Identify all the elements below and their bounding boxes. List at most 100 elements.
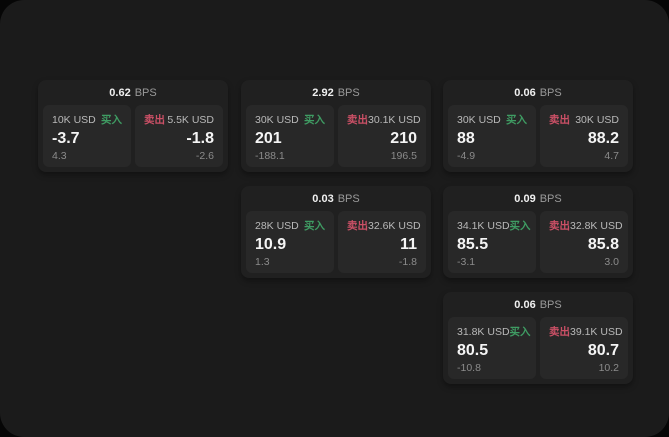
- buy-panel-header: 34.1K USD 买入: [457, 218, 531, 233]
- sell-panel-header: 卖出 30K USD: [549, 112, 619, 127]
- sell-panel[interactable]: 卖出 32.8K USD 85.8 3.0: [540, 211, 628, 273]
- buy-delta: -10.8: [457, 361, 481, 374]
- buy-price: 10.9: [255, 235, 287, 253]
- sell-price: 210: [390, 129, 417, 147]
- buy-panel[interactable]: 10K USD 买入 -3.7 4.3: [43, 105, 131, 167]
- buy-size-label: 28K USD: [255, 219, 299, 232]
- bps-value: 0.09: [514, 192, 536, 205]
- quote-panels: 30K USD 买入 201 -188.1 卖出 30.1K USD 210 1…: [241, 105, 431, 172]
- bps-value: 0.62: [109, 86, 131, 99]
- sell-side-label: 卖出: [347, 220, 368, 232]
- sell-panel[interactable]: 卖出 32.6K USD 11 -1.8: [338, 211, 426, 273]
- sell-price: 88.2: [587, 129, 619, 147]
- buy-side-label: 买入: [304, 220, 325, 232]
- buy-panel[interactable]: 30K USD 买入 88 -4.9: [448, 105, 536, 167]
- quote-panels: 31.8K USD 买入 80.5 -10.8 卖出 39.1K USD 80.…: [443, 317, 633, 384]
- sell-side-label: 卖出: [549, 326, 570, 338]
- sell-size-label: 5.5K USD: [167, 113, 214, 126]
- buy-delta: -3.1: [457, 255, 476, 268]
- buy-delta: -4.9: [457, 149, 476, 162]
- sell-side-label: 卖出: [347, 114, 368, 126]
- bps-unit-label: BPS: [539, 86, 562, 99]
- sell-size-label: 30K USD: [575, 113, 619, 126]
- buy-panel-header: 10K USD 买入: [52, 112, 122, 127]
- quote-card: 0.06 BPS 31.8K USD 买入 80.5 -10.8 卖出 39.1…: [443, 292, 633, 384]
- sell-panel[interactable]: 卖出 5.5K USD -1.8 -2.6: [135, 105, 223, 167]
- sell-delta: 10.2: [598, 361, 619, 374]
- buy-panel-header: 31.8K USD 买入: [457, 324, 531, 339]
- sell-panel[interactable]: 卖出 30.1K USD 210 196.5: [338, 105, 426, 167]
- buy-panel[interactable]: 31.8K USD 买入 80.5 -10.8: [448, 317, 536, 379]
- buy-price: -3.7: [52, 129, 80, 147]
- buy-panel[interactable]: 28K USD 买入 10.9 1.3: [246, 211, 334, 273]
- buy-size-label: 30K USD: [457, 113, 501, 126]
- sell-side-label: 卖出: [549, 220, 570, 232]
- sell-price: 85.8: [587, 235, 619, 253]
- buy-side-label: 买入: [506, 114, 527, 126]
- buy-delta: -188.1: [255, 149, 285, 162]
- buy-size-label: 10K USD: [52, 113, 96, 126]
- sell-panel[interactable]: 卖出 30K USD 88.2 4.7: [540, 105, 628, 167]
- bps-header: 0.09 BPS: [443, 186, 633, 211]
- bps-unit-label: BPS: [539, 298, 562, 311]
- bps-unit-label: BPS: [337, 192, 360, 205]
- sell-size-label: 30.1K USD: [368, 113, 421, 126]
- buy-delta: 1.3: [255, 255, 270, 268]
- sell-delta: 3.0: [604, 255, 619, 268]
- quote-panels: 10K USD 买入 -3.7 4.3 卖出 5.5K USD -1.8 -2.…: [38, 105, 228, 172]
- bps-header: 0.06 BPS: [443, 292, 633, 317]
- bps-unit-label: BPS: [539, 192, 562, 205]
- sell-delta: -2.6: [195, 149, 214, 162]
- buy-panel-header: 28K USD 买入: [255, 218, 325, 233]
- buy-delta: 4.3: [52, 149, 67, 162]
- buy-side-label: 买入: [304, 114, 325, 126]
- quote-card: 0.06 BPS 30K USD 买入 88 -4.9 卖出 30K USD 8…: [443, 80, 633, 172]
- sell-delta: 4.7: [604, 149, 619, 162]
- sell-price: -1.8: [186, 129, 214, 147]
- buy-price: 85.5: [457, 235, 489, 253]
- sell-price: 80.7: [587, 341, 619, 359]
- buy-price: 201: [255, 129, 282, 147]
- buy-panel-header: 30K USD 买入: [457, 112, 527, 127]
- sell-size-label: 39.1K USD: [570, 325, 623, 338]
- buy-side-label: 买入: [509, 220, 531, 232]
- bps-header: 2.92 BPS: [241, 80, 431, 105]
- sell-panel[interactable]: 卖出 39.1K USD 80.7 10.2: [540, 317, 628, 379]
- bps-value: 0.06: [514, 86, 536, 99]
- buy-side-label: 买入: [509, 326, 531, 338]
- quote-card: 2.92 BPS 30K USD 买入 201 -188.1 卖出 30.1K …: [241, 80, 431, 172]
- sell-side-label: 卖出: [144, 114, 165, 126]
- bps-unit-label: BPS: [337, 86, 360, 99]
- sell-side-label: 卖出: [549, 114, 570, 126]
- buy-price: 88: [457, 129, 475, 147]
- bps-header: 0.62 BPS: [38, 80, 228, 105]
- quote-panels: 30K USD 买入 88 -4.9 卖出 30K USD 88.2 4.7: [443, 105, 633, 172]
- buy-panel-header: 30K USD 买入: [255, 112, 325, 127]
- buy-panel[interactable]: 34.1K USD 买入 85.5 -3.1: [448, 211, 536, 273]
- bps-header: 0.03 BPS: [241, 186, 431, 211]
- buy-side-label: 买入: [101, 114, 122, 126]
- quote-panels: 28K USD 买入 10.9 1.3 卖出 32.6K USD 11 -1.8: [241, 211, 431, 278]
- quote-panels: 34.1K USD 买入 85.5 -3.1 卖出 32.8K USD 85.8…: [443, 211, 633, 278]
- buy-price: 80.5: [457, 341, 489, 359]
- sell-panel-header: 卖出 32.6K USD: [347, 218, 421, 233]
- sell-panel-header: 卖出 30.1K USD: [347, 112, 421, 127]
- bps-header: 0.06 BPS: [443, 80, 633, 105]
- sell-panel-header: 卖出 5.5K USD: [144, 112, 214, 127]
- buy-size-label: 31.8K USD: [457, 325, 510, 338]
- quote-card: 0.62 BPS 10K USD 买入 -3.7 4.3 卖出 5.5K USD…: [38, 80, 228, 172]
- buy-size-label: 30K USD: [255, 113, 299, 126]
- sell-price: 11: [400, 235, 417, 253]
- buy-panel[interactable]: 30K USD 买入 201 -188.1: [246, 105, 334, 167]
- sell-panel-header: 卖出 39.1K USD: [549, 324, 623, 339]
- bps-value: 0.06: [514, 298, 536, 311]
- sell-size-label: 32.6K USD: [368, 219, 421, 232]
- quote-card: 0.09 BPS 34.1K USD 买入 85.5 -3.1 卖出 32.8K…: [443, 186, 633, 278]
- sell-delta: -1.8: [398, 255, 417, 268]
- bps-value: 2.92: [312, 86, 334, 99]
- buy-size-label: 34.1K USD: [457, 219, 510, 232]
- bps-value: 0.03: [312, 192, 334, 205]
- sell-size-label: 32.8K USD: [570, 219, 623, 232]
- quote-card: 0.03 BPS 28K USD 买入 10.9 1.3 卖出 32.6K US…: [241, 186, 431, 278]
